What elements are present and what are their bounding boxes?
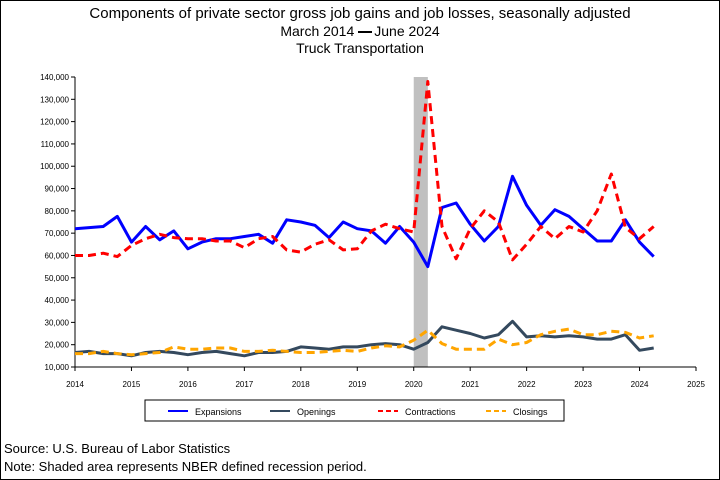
y-tick-label: 20,000 bbox=[45, 341, 70, 350]
source-note: Source: U.S. Bureau of Labor Statistics bbox=[4, 441, 231, 456]
chart-period: March 2014 June 2024 bbox=[0, 23, 720, 40]
y-tick-label: 140,000 bbox=[40, 73, 69, 82]
chart-subtitle: Truck Transportation bbox=[296, 40, 424, 56]
x-tick-label: 2021 bbox=[461, 380, 479, 389]
legend-label-expansions: Expansions bbox=[195, 407, 242, 417]
x-tick-label: 2016 bbox=[179, 380, 197, 389]
chart-titles: Components of private sector gross job g… bbox=[0, 4, 720, 57]
x-tick-label: 2025 bbox=[687, 380, 705, 389]
x-tick-label: 2015 bbox=[123, 380, 141, 389]
x-tick-label: 2014 bbox=[66, 380, 84, 389]
legend-label-contractions: Contractions bbox=[405, 407, 456, 417]
y-tick-label: 80,000 bbox=[45, 207, 70, 216]
x-tick-label: 2024 bbox=[631, 380, 649, 389]
y-tick-label: 30,000 bbox=[45, 318, 70, 327]
x-tick-label: 2023 bbox=[574, 380, 592, 389]
chart-title: Components of private sector gross job g… bbox=[89, 5, 631, 22]
x-tick-label: 2022 bbox=[518, 380, 536, 389]
period-dash bbox=[358, 31, 373, 34]
x-tick-label: 2017 bbox=[235, 380, 253, 389]
x-tick-label: 2020 bbox=[405, 380, 423, 389]
period-end: June 2024 bbox=[374, 23, 440, 39]
legend-label-openings: Openings bbox=[297, 407, 336, 417]
series-line-contractions bbox=[75, 80, 655, 262]
y-tick-label: 120,000 bbox=[40, 118, 69, 127]
y-tick-label: 10,000 bbox=[45, 363, 70, 372]
legend-box bbox=[144, 399, 565, 422]
recession-note: Note: Shaded area represents NBER define… bbox=[4, 459, 367, 474]
y-tick-label: 50,000 bbox=[45, 274, 70, 283]
recession-shading bbox=[413, 77, 428, 367]
y-tick-label: 90,000 bbox=[45, 185, 70, 194]
series-line-closings bbox=[75, 327, 654, 357]
y-tick-label: 70,000 bbox=[45, 229, 70, 238]
y-tick-label: 40,000 bbox=[45, 296, 70, 305]
legend-label-closings: Closings bbox=[513, 407, 548, 417]
y-tick-label: 110,000 bbox=[41, 140, 70, 149]
series-line-expansions bbox=[74, 174, 655, 269]
x-tick-label: 2018 bbox=[292, 380, 310, 389]
y-tick-label: 100,000 bbox=[40, 162, 69, 171]
x-tick-label: 2019 bbox=[348, 380, 366, 389]
period-start: March 2014 bbox=[280, 23, 355, 39]
y-tick-label: 130,000 bbox=[40, 95, 69, 104]
y-tick-label: 60,000 bbox=[45, 251, 70, 260]
line-chart: 10,000 20,000 30,000 40,000 50,000 60,000 70,0… bbox=[40, 73, 705, 422]
series-line-openings bbox=[74, 319, 654, 358]
